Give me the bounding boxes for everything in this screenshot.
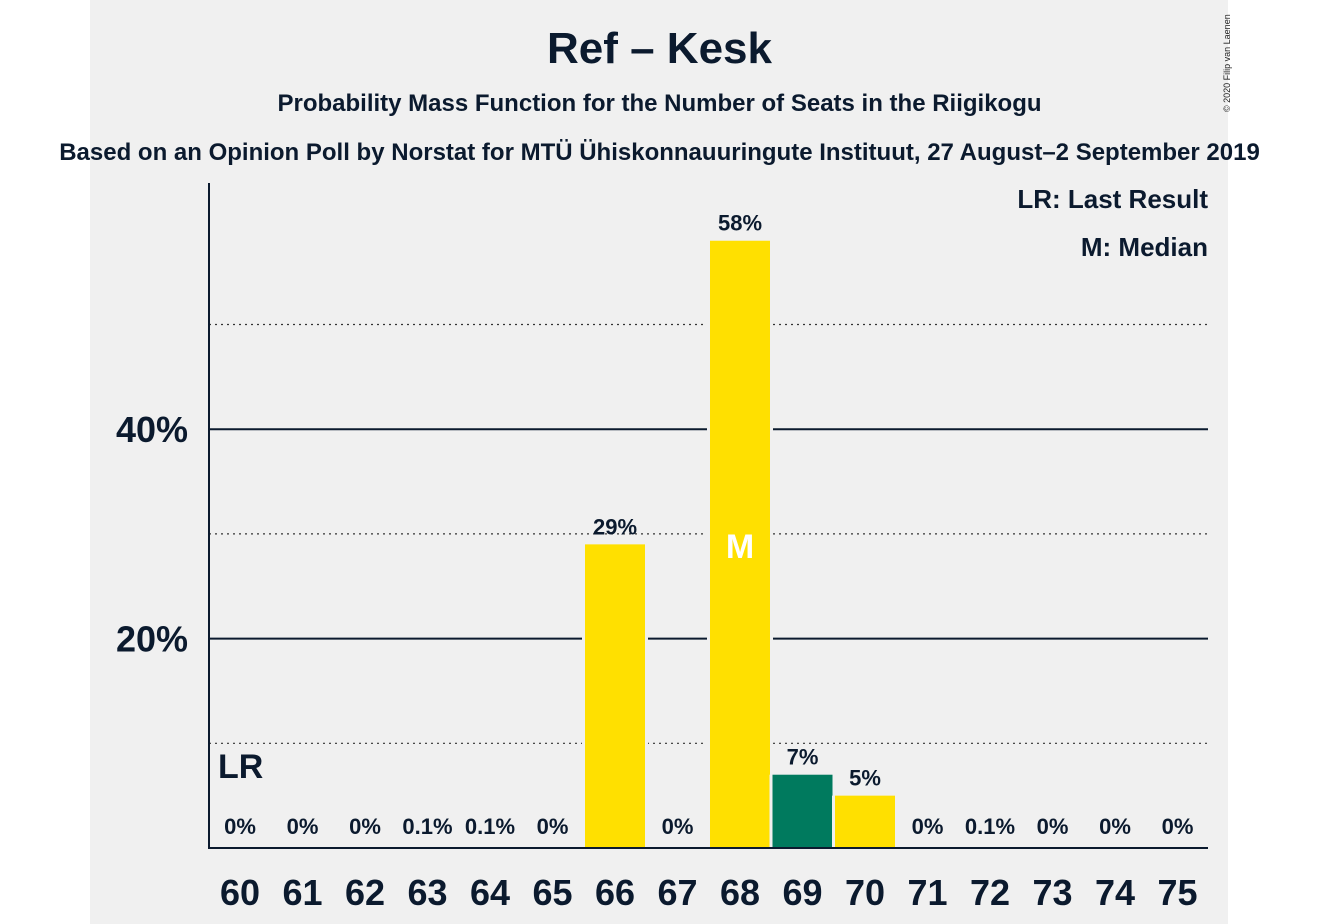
y-tick-label: 20% bbox=[116, 619, 188, 660]
x-tick-label: 72 bbox=[970, 872, 1010, 913]
bar-value-label: 0% bbox=[537, 814, 569, 839]
x-tick-label: 74 bbox=[1095, 872, 1135, 913]
bar-value-label: 0% bbox=[287, 814, 319, 839]
bar-value-label: 0.1% bbox=[402, 814, 452, 839]
x-tick-label: 64 bbox=[470, 872, 510, 913]
legend-median: M: Median bbox=[1080, 232, 1208, 262]
x-tick-label: 65 bbox=[532, 872, 572, 913]
bar bbox=[585, 544, 645, 848]
chart-background bbox=[90, 0, 1228, 924]
bar bbox=[835, 795, 895, 848]
last-result-marker: LR bbox=[218, 748, 263, 786]
bar-value-label: 0% bbox=[224, 814, 256, 839]
chart-subtitle: Probability Mass Function for the Number… bbox=[277, 90, 1042, 117]
bar-value-label: 0.1% bbox=[465, 814, 515, 839]
median-marker: M bbox=[726, 528, 754, 566]
bar-value-label: 58% bbox=[718, 211, 762, 236]
bar bbox=[710, 240, 770, 849]
legend-last-result: LR: Last Result bbox=[1017, 184, 1208, 214]
x-tick-label: 67 bbox=[657, 872, 697, 913]
x-tick-label: 68 bbox=[720, 872, 760, 913]
bar-value-label: 0.1% bbox=[965, 814, 1015, 839]
bar-value-label: 0% bbox=[1162, 814, 1194, 839]
x-tick-label: 63 bbox=[407, 872, 447, 913]
bar-value-label: 7% bbox=[787, 745, 819, 770]
chart-title: Ref – Kesk bbox=[546, 24, 772, 73]
x-tick-label: 60 bbox=[220, 872, 260, 913]
bar-value-label: 0% bbox=[1037, 814, 1069, 839]
bar-value-label: 0% bbox=[349, 814, 381, 839]
x-tick-label: 70 bbox=[845, 872, 885, 913]
bar bbox=[772, 774, 833, 848]
x-tick-label: 73 bbox=[1032, 872, 1072, 913]
x-tick-label: 71 bbox=[907, 872, 947, 913]
x-tick-label: 62 bbox=[345, 872, 385, 913]
bar-value-label: 5% bbox=[849, 766, 881, 791]
x-tick-label: 66 bbox=[595, 872, 635, 913]
bar-value-label: 0% bbox=[1099, 814, 1131, 839]
bar-value-label: 29% bbox=[593, 514, 637, 539]
chart-source: Based on an Opinion Poll by Norstat for … bbox=[59, 139, 1260, 166]
bar-value-label: 0% bbox=[662, 814, 694, 839]
x-tick-label: 69 bbox=[782, 872, 822, 913]
bar-value-label: 0% bbox=[912, 814, 944, 839]
x-tick-label: 75 bbox=[1157, 872, 1197, 913]
y-tick-label: 40% bbox=[116, 409, 188, 450]
x-tick-label: 61 bbox=[282, 872, 322, 913]
